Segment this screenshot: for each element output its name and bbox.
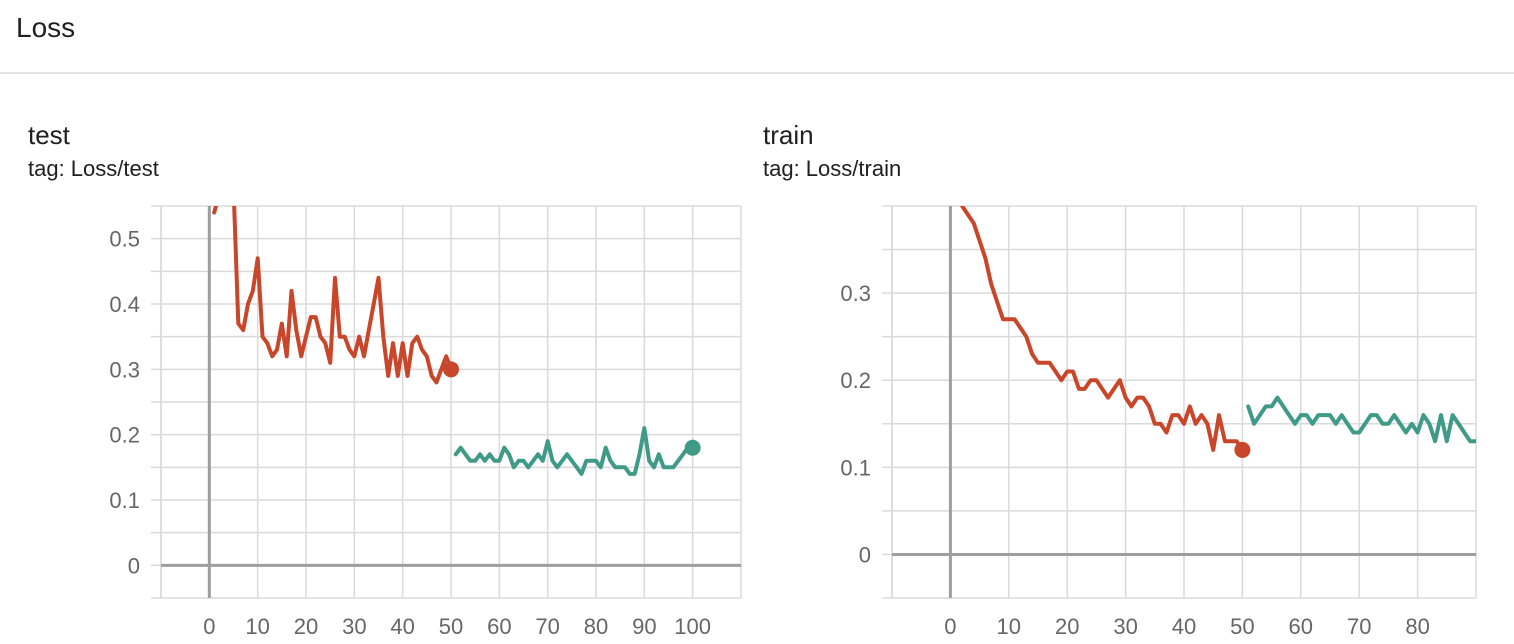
x-tick-label: 30 xyxy=(1113,614,1137,639)
y-tick-label: 0 xyxy=(859,542,871,567)
x-tick-label: 80 xyxy=(1405,614,1429,639)
y-tick-label: 0.4 xyxy=(109,292,140,317)
x-tick-label: 40 xyxy=(390,614,414,639)
x-tick-label: 50 xyxy=(439,614,463,639)
x-tick-label: 40 xyxy=(1172,614,1196,639)
card-tag-train: tag: Loss/train xyxy=(763,156,902,181)
x-tick-label: 70 xyxy=(1347,614,1371,639)
series-end-marker-1 xyxy=(443,361,459,378)
x-tick-label: 30 xyxy=(342,614,366,639)
plot-area xyxy=(212,206,695,476)
series-line-2 xyxy=(453,426,695,476)
series-end-marker-1 xyxy=(1234,441,1251,458)
train-loss-chart[interactable]: 0 10 20 30 40 50 60 70 80 0 0.1 0.2 0.3 xyxy=(820,200,1500,644)
y-tick-label: 0.2 xyxy=(840,368,871,393)
x-tick-label: 90 xyxy=(632,614,656,639)
x-tick-label: 0 xyxy=(203,614,215,639)
grid xyxy=(882,205,1477,599)
grid xyxy=(151,205,742,599)
y-tick-label: 0.5 xyxy=(109,227,140,252)
x-tick-label: 70 xyxy=(535,614,559,639)
x-tick-label: 10 xyxy=(997,614,1021,639)
section-header: Loss xyxy=(0,0,1514,74)
y-tick-label: 0.1 xyxy=(109,488,140,513)
x-tick-label: 20 xyxy=(1055,614,1079,639)
x-tick-label: 20 xyxy=(294,614,318,639)
x-tick-label: 100 xyxy=(674,614,711,639)
series-line-2 xyxy=(1246,395,1476,444)
series-line-1 xyxy=(960,206,1245,452)
x-tick-label: 10 xyxy=(245,614,269,639)
x-tick-label: 60 xyxy=(1289,614,1313,639)
series-end-marker-2 xyxy=(684,439,701,456)
y-tick-label: 0.1 xyxy=(840,455,871,480)
plot-area xyxy=(960,206,1476,452)
y-tick-label: 0 xyxy=(128,553,140,578)
tick-labels: 0 10 20 30 40 50 60 70 80 90 100 0 0.1 0.2 0.3 0.4 0.5 xyxy=(109,227,711,639)
x-tick-label: 0 xyxy=(944,614,956,639)
x-tick-label: 60 xyxy=(487,614,511,639)
y-tick-label: 0.3 xyxy=(840,281,871,306)
card-title-train: train xyxy=(763,120,814,150)
y-tick-label: 0.2 xyxy=(109,423,140,448)
card-tag-test: tag: Loss/test xyxy=(28,156,159,181)
x-tick-label: 80 xyxy=(584,614,608,639)
tick-labels: 0 10 20 30 40 50 60 70 80 0 0.1 0.2 0.3 xyxy=(840,281,1429,639)
y-tick-label: 0.3 xyxy=(109,357,140,382)
x-tick-label: 50 xyxy=(1230,614,1254,639)
card-title-test: test xyxy=(28,120,70,150)
section-title: Loss xyxy=(16,12,76,43)
series-line-1 xyxy=(212,206,453,385)
test-loss-chart[interactable]: 0 10 20 30 40 50 60 70 80 90 100 0 0.1 0.2 0.3 0.4 0.5 xyxy=(80,200,760,644)
